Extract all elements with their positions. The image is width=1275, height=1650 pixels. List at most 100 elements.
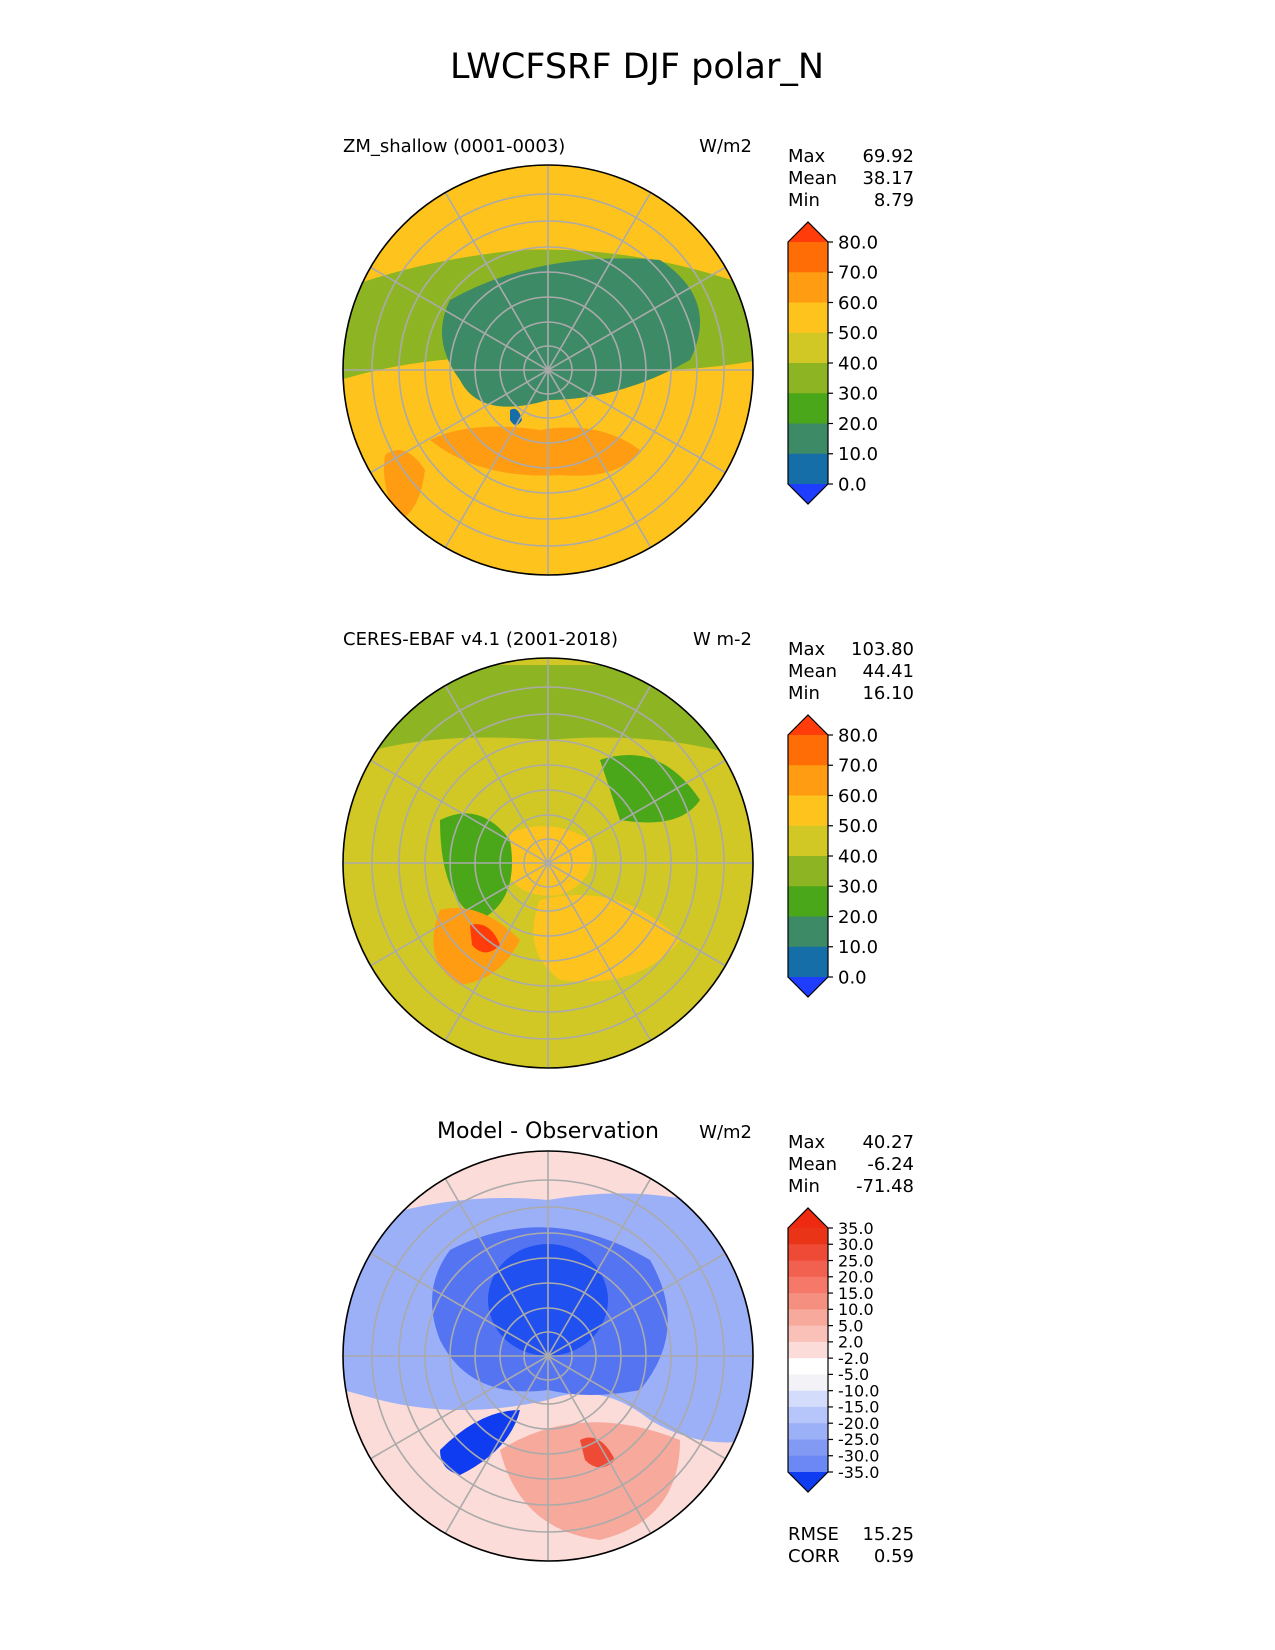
panel-difference-metric-label: RMSE: [788, 1524, 839, 1545]
panel-test: ZM_shallow (0001-0003) W/m2 Max 69.92: [342, 136, 914, 576]
colorbar-tick-label: 60.0: [838, 293, 878, 314]
colorbar-tick-label: 10.0: [838, 444, 878, 465]
colorbar-tick-label: 2.0: [838, 1333, 863, 1352]
panel-difference-stat-label: Min: [788, 1176, 820, 1197]
colorbar-tick-label: 25.0: [838, 1251, 874, 1270]
colorbar-segment: [788, 332, 828, 364]
panel-difference-graticule: [343, 1151, 753, 1561]
panel-test-map-frame: [342, 164, 754, 576]
colorbar-tick-label: 35.0: [838, 1219, 874, 1238]
panel-difference-metric-label: CORR: [788, 1546, 840, 1567]
panel-reference-graticule: [343, 658, 753, 1068]
panel-test-field-greenland: [384, 450, 425, 520]
colorbar-tick-label: 40.0: [838, 846, 878, 867]
colorbar-segment: [788, 1341, 828, 1359]
panel-test-graticule: [343, 165, 753, 575]
panel-reference-map-frame: [342, 657, 754, 1069]
panel-test-stat-label: Min: [788, 190, 820, 211]
colorbar-tick-label: 60.0: [838, 786, 878, 807]
colorbar-segment: [788, 1423, 828, 1440]
colorbar-segment: [788, 825, 828, 857]
panel-reference-title: CERES-EBAF v4.1 (2001-2018): [343, 629, 618, 650]
panel-test-stat-label: Max: [788, 146, 826, 167]
colorbar-tick-label: -30.0: [838, 1446, 879, 1465]
panel-reference-stats: Max 103.80 Mean 44.41 Min 16.10: [788, 639, 914, 704]
panel-test-map: [342, 164, 754, 576]
panel-difference-stat-value: -6.24: [867, 1154, 914, 1175]
colorbar-segment: [788, 363, 828, 394]
panel-reference-stat-value: 44.41: [862, 661, 914, 682]
colorbar-tick-label: 0.0: [838, 474, 867, 495]
figure-title: LWCFSRF DJF polar_N: [450, 47, 824, 87]
panel-test-units: W/m2: [699, 136, 752, 157]
colorbar-segment: [788, 886, 828, 917]
colorbar-segment: [788, 393, 828, 424]
colorbar-tick-label: 40.0: [838, 353, 878, 374]
colorbar-extend-min: [788, 977, 828, 997]
colorbar-tick-label: -10.0: [838, 1381, 879, 1400]
panel-difference-stat-label: Max: [788, 1132, 826, 1153]
colorbar-segment: [788, 1455, 828, 1473]
panel-difference-stat-value: -71.48: [856, 1176, 914, 1197]
colorbar-tick-label: 10.0: [838, 1300, 874, 1319]
panel-test-colorbar: 0.0 10.0 20.0 30.0 40.0 50.0 60.0 70.0 80.0: [787, 221, 878, 505]
colorbar-segment: [788, 1358, 828, 1375]
colorbar-segment: [788, 795, 828, 827]
colorbar-segment: [788, 1390, 828, 1408]
panel-test-stat-value: 38.17: [862, 168, 914, 189]
colorbar-segment: [788, 735, 828, 766]
colorbar-tick-label: 10.0: [838, 937, 878, 958]
colorbar-tick-label: 80.0: [838, 725, 878, 746]
panel-reference-fields: [343, 665, 753, 985]
colorbar-segment: [788, 765, 828, 796]
colorbar-segment: [788, 453, 828, 485]
panel-difference-units: W/m2: [699, 1122, 752, 1143]
colorbar-tick-label: 5.0: [838, 1316, 863, 1335]
colorbar-segment: [788, 916, 828, 948]
panel-difference-map-frame: [342, 1150, 754, 1562]
colorbar-tick-label: 50.0: [838, 816, 878, 837]
panel-difference-stat-value: 40.27: [862, 1132, 914, 1153]
panel-test-stats: Max 69.92 Mean 38.17 Min 8.79: [788, 146, 914, 211]
panel-test-stat-value: 8.79: [874, 190, 914, 211]
panel-difference-stats: Max 40.27 Mean -6.24 Min -71.48: [788, 1132, 914, 1197]
colorbar-tick-label: 30.0: [838, 1235, 874, 1254]
colorbar-segment: [788, 1325, 828, 1343]
panel-difference-metric-value: 15.25: [862, 1524, 914, 1545]
panel-difference-field-atlantic: [500, 1422, 680, 1540]
colorbar-segment: [788, 1309, 828, 1327]
colorbar-tick-label: 0.0: [838, 967, 867, 988]
colorbar-tick-label: -15.0: [838, 1398, 879, 1417]
colorbar-tick-label: -35.0: [838, 1463, 879, 1482]
panel-test-stat-label: Mean: [788, 168, 837, 189]
panel-difference-field-min: [440, 1410, 520, 1475]
colorbar-segment: [788, 1228, 828, 1245]
colorbar-tick-label: -2.0: [838, 1349, 869, 1368]
colorbar-segment: [788, 1244, 828, 1262]
colorbar-extend-max: [788, 1208, 828, 1228]
panel-reference-map: [342, 657, 754, 1069]
colorbar-segment: [788, 302, 828, 334]
colorbar-segment: [788, 242, 828, 273]
panel-difference-colorbar: -35.0-30.0-25.0-20.0-15.0-10.0-5.0-2.02.…: [787, 1207, 879, 1493]
colorbar-segment: [788, 946, 828, 978]
panel-difference: Model - Observation W/m2 Max: [342, 1119, 914, 1567]
colorbar-tick-label: 15.0: [838, 1284, 874, 1303]
colorbar-segment: [788, 1260, 828, 1278]
panel-reference: CERES-EBAF v4.1 (2001-2018) W m-2: [342, 629, 914, 1069]
colorbar-tick-label: -25.0: [838, 1430, 879, 1449]
colorbar-segment: [788, 1276, 828, 1294]
panel-reference-field-atlantic: [533, 895, 680, 982]
colorbar-segment: [788, 423, 828, 455]
panel-reference-colorbar: 0.0 10.0 20.0 30.0 40.0 50.0 60.0 70.0 80.0: [787, 714, 878, 998]
colorbar-tick-label: 30.0: [838, 877, 878, 898]
colorbar-segment: [788, 1406, 828, 1424]
colorbar-tick-label: 80.0: [838, 232, 878, 253]
panel-difference-metrics: RMSE 15.25 CORR 0.59: [788, 1524, 914, 1567]
panel-reference-stat-label: Mean: [788, 661, 837, 682]
colorbar-tick-label: 70.0: [838, 263, 878, 284]
panel-reference-units: W m-2: [693, 629, 752, 650]
colorbar-extend-max: [788, 715, 828, 735]
panel-difference-title: Model - Observation: [437, 1119, 659, 1144]
